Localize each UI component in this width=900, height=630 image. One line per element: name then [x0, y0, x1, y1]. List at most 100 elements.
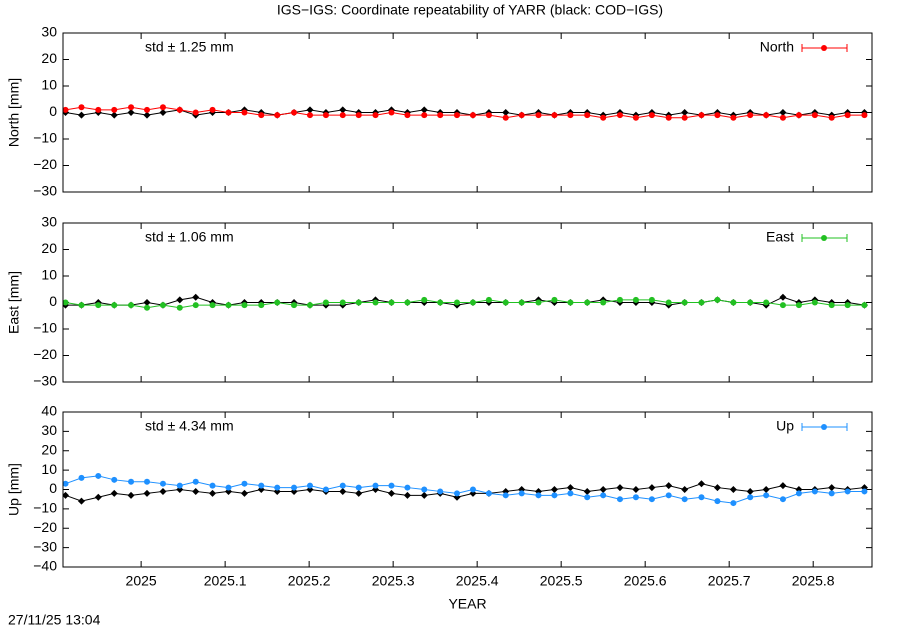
point — [844, 488, 851, 495]
y-tick-label: −40 — [33, 558, 57, 574]
annotation: std ± 1.06 mm — [145, 229, 234, 245]
point — [583, 487, 591, 495]
point — [795, 302, 802, 309]
point — [95, 106, 102, 113]
point — [762, 486, 770, 493]
point — [844, 112, 851, 119]
point — [779, 482, 787, 490]
point — [77, 497, 85, 505]
point — [469, 112, 476, 119]
point — [747, 112, 754, 119]
point — [681, 299, 688, 306]
point — [306, 112, 313, 119]
point — [648, 496, 655, 503]
point — [94, 493, 102, 501]
point — [225, 109, 232, 116]
plot-frame — [62, 411, 873, 568]
point — [291, 302, 298, 309]
point — [241, 302, 248, 309]
y-tick-label: −20 — [33, 156, 57, 172]
point — [648, 112, 655, 119]
x-tick-label: 2025.1 — [204, 573, 247, 589]
point — [535, 492, 542, 499]
y-tick-label: −20 — [33, 519, 57, 535]
point — [535, 112, 542, 119]
point — [714, 498, 721, 505]
plot-area — [63, 293, 868, 311]
point — [388, 299, 395, 306]
point — [502, 492, 509, 499]
point — [95, 302, 102, 309]
point — [143, 489, 151, 497]
point — [698, 494, 705, 501]
annotation: std ± 1.25 mm — [145, 39, 234, 55]
point — [861, 112, 868, 119]
point — [714, 296, 721, 303]
point — [420, 106, 428, 114]
point — [469, 486, 476, 493]
point — [110, 489, 118, 497]
point — [388, 109, 395, 116]
legend-dot — [821, 424, 827, 430]
point — [192, 487, 200, 495]
point — [192, 293, 200, 301]
point — [697, 480, 705, 488]
plot-area — [63, 472, 868, 507]
series-line — [65, 106, 865, 119]
point — [110, 111, 118, 119]
point — [78, 104, 85, 111]
point — [176, 296, 184, 304]
series-line — [65, 475, 865, 504]
point — [274, 484, 281, 491]
point — [730, 500, 737, 507]
point — [355, 484, 362, 491]
point — [665, 114, 672, 121]
y-tick-label: 0 — [49, 293, 57, 309]
y-tick-label: −10 — [33, 500, 57, 516]
point — [779, 109, 787, 116]
point — [78, 302, 85, 309]
point — [730, 299, 737, 306]
point — [600, 299, 607, 306]
point — [600, 492, 607, 499]
point — [779, 496, 786, 503]
point — [209, 482, 216, 489]
y-tick-label: 0 — [49, 103, 57, 119]
point — [746, 487, 754, 495]
point — [584, 299, 591, 306]
point — [192, 302, 199, 309]
point — [77, 111, 85, 119]
point — [485, 112, 492, 119]
point — [828, 484, 836, 492]
point — [159, 302, 166, 309]
point — [811, 488, 818, 495]
legend-label: Up — [776, 418, 794, 434]
point — [339, 299, 346, 306]
y-tick-label: −10 — [33, 130, 57, 146]
point — [437, 299, 444, 306]
point — [665, 492, 672, 499]
point — [322, 486, 329, 493]
point — [747, 299, 754, 306]
point — [274, 299, 281, 306]
point — [567, 299, 574, 306]
point — [209, 489, 217, 497]
point — [144, 304, 151, 311]
point — [127, 109, 135, 116]
point — [453, 299, 460, 306]
point — [144, 478, 151, 485]
point — [616, 296, 623, 303]
point — [518, 112, 525, 119]
plot-area — [63, 104, 868, 121]
x-tick-label: 2025.8 — [792, 573, 835, 589]
y-axis-label: North [mm] — [6, 78, 22, 147]
point — [632, 296, 639, 303]
point — [518, 490, 525, 497]
point — [339, 482, 346, 489]
point — [437, 112, 444, 119]
point — [811, 112, 818, 119]
point — [828, 490, 835, 497]
point — [763, 299, 770, 306]
